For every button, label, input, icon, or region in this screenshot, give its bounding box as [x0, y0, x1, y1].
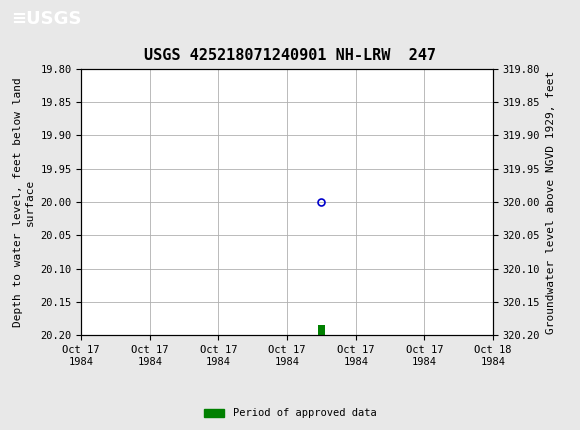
Legend: Period of approved data: Period of approved data [200, 404, 380, 423]
Bar [318, 326, 325, 338]
Text: USGS 425218071240901 NH-LRW  247: USGS 425218071240901 NH-LRW 247 [144, 49, 436, 63]
Y-axis label: Depth to water level, feet below land
surface: Depth to water level, feet below land su… [13, 77, 35, 327]
Y-axis label: Groundwater level above NGVD 1929, feet: Groundwater level above NGVD 1929, feet [546, 71, 556, 334]
Text: ≡USGS: ≡USGS [12, 10, 82, 28]
